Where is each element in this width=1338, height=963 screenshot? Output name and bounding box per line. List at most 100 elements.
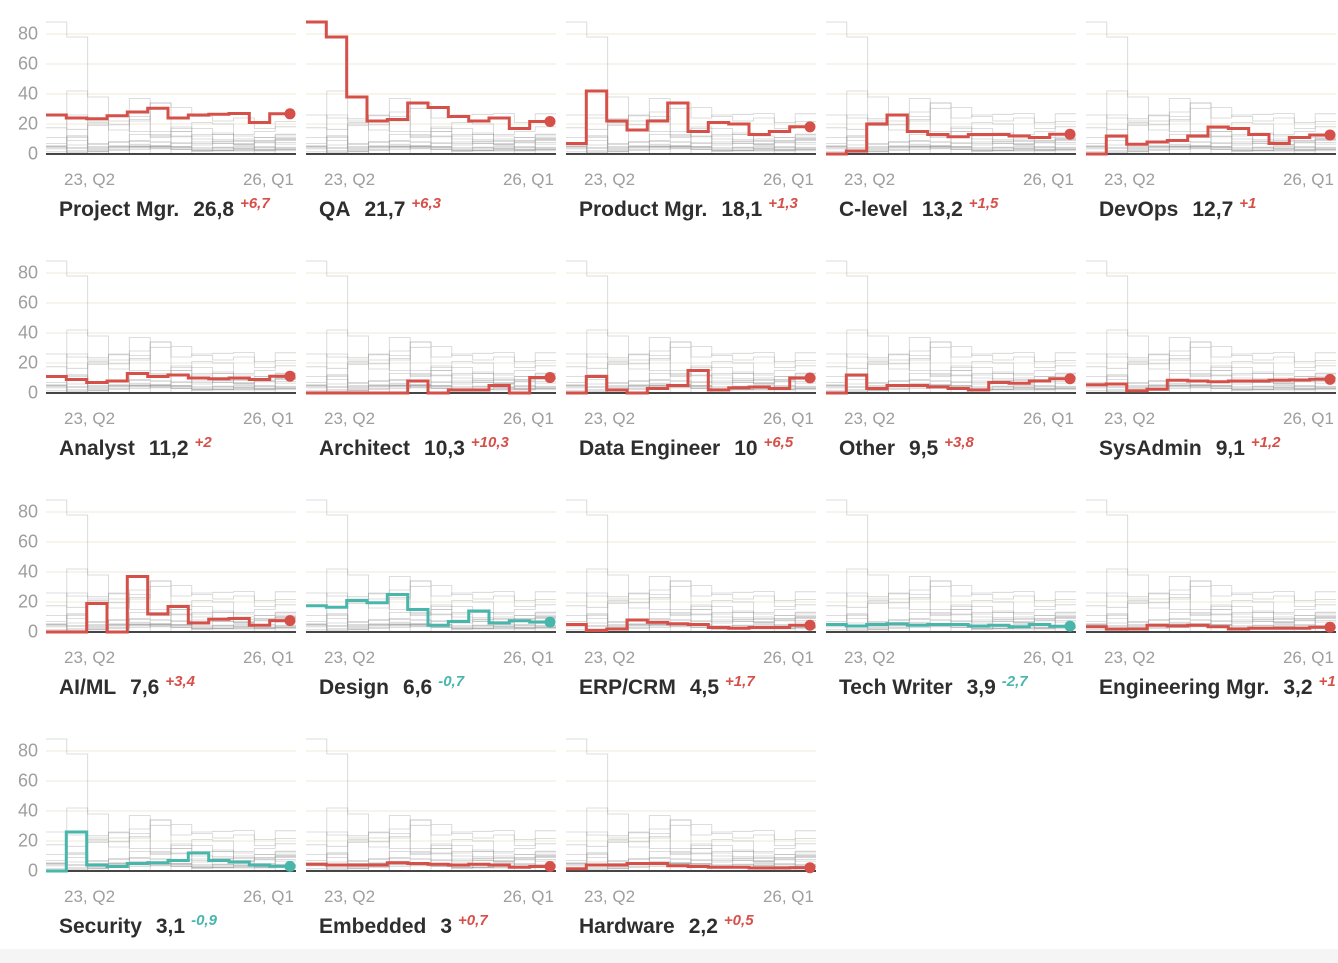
series-value: 6,6 bbox=[403, 676, 433, 699]
series-delta: -0,7 bbox=[438, 673, 465, 690]
series-value: 12,7 bbox=[1192, 198, 1234, 221]
sparkline-chart bbox=[46, 738, 296, 873]
x-tick-label-end: 26, Q1 bbox=[1282, 648, 1334, 667]
highlighted-series-line bbox=[1086, 623, 1330, 631]
highlighted-series-line bbox=[46, 372, 290, 384]
sparkline-chart bbox=[1086, 499, 1336, 633]
series-value: 26,8 bbox=[193, 198, 235, 221]
series-name: Project Mgr. bbox=[59, 198, 180, 221]
series-end-dot bbox=[284, 370, 296, 382]
x-tick-label-end: 26, Q1 bbox=[242, 409, 294, 428]
series-value: 3,9 bbox=[966, 676, 996, 699]
series-end-dot bbox=[804, 121, 816, 133]
series-name: QA bbox=[319, 198, 351, 221]
highlighted-series-line bbox=[566, 369, 810, 395]
x-tick-label-end: 26, Q1 bbox=[1282, 409, 1334, 428]
y-tick-label: 20 bbox=[17, 113, 38, 134]
x-axis-labels: 23, Q2 26, Q1 bbox=[826, 168, 1076, 194]
series-delta: +0,7 bbox=[458, 912, 488, 929]
series-name: ERP/CRM bbox=[579, 676, 676, 699]
series-name: Data Engineer bbox=[579, 437, 721, 460]
panel-title: Product Mgr. 18,1 +1,3 bbox=[566, 194, 816, 222]
chart-panel: 0 20 40 60 80 23, Q2 26, Q1 Security 3,1 -0,9 bbox=[8, 735, 296, 939]
sparkline-chart bbox=[46, 21, 296, 155]
y-tick-label: 40 bbox=[17, 83, 38, 104]
highlighted-series-line bbox=[306, 861, 550, 869]
y-tick-label: 0 bbox=[27, 860, 38, 881]
x-tick-label-end: 26, Q1 bbox=[1022, 170, 1074, 189]
x-tick-label-start: 23, Q2 bbox=[844, 409, 896, 428]
series-value: 21,7 bbox=[364, 198, 406, 221]
series-end-dot bbox=[1324, 129, 1336, 141]
series-delta: +3,4 bbox=[165, 673, 195, 690]
highlighted-series-line bbox=[306, 376, 550, 395]
x-tick-label-start: 23, Q2 bbox=[324, 648, 376, 667]
chart-panel: 23, Q2 26, Q1 Other 9,5 +3,8 bbox=[826, 257, 1076, 461]
series-value: 3,2 bbox=[1283, 676, 1313, 699]
series-name: Security bbox=[59, 915, 142, 938]
series-delta: +6,5 bbox=[763, 434, 794, 451]
x-axis-labels: 23, Q2 26, Q1 bbox=[1086, 407, 1336, 433]
series-end-dot bbox=[284, 108, 296, 120]
series-end-dot bbox=[544, 115, 556, 127]
chart-panel: 23, Q2 26, Q1 ERP/CRM 4,5 +1,7 bbox=[566, 496, 816, 700]
chart-panel: 23, Q2 26, Q1 Engineering Mgr. 3,2 +1 bbox=[1086, 496, 1336, 700]
series-delta: +0,5 bbox=[723, 912, 754, 929]
x-axis-labels: 23, Q2 26, Q1 bbox=[46, 168, 296, 194]
series-end-dot bbox=[1324, 373, 1336, 385]
highlighted-series-line bbox=[566, 618, 810, 632]
x-axis-labels: 23, Q2 26, Q1 bbox=[306, 646, 556, 672]
x-axis-labels: 23, Q2 26, Q1 bbox=[306, 407, 556, 433]
series-end-dot bbox=[1064, 128, 1076, 140]
x-tick-label-start: 23, Q2 bbox=[584, 887, 636, 906]
series-value: 9,5 bbox=[909, 437, 939, 460]
sparkline-chart bbox=[566, 260, 816, 395]
y-tick-label: 80 bbox=[17, 262, 38, 283]
series-end-dot bbox=[544, 372, 556, 384]
x-tick-label-end: 26, Q1 bbox=[502, 170, 554, 189]
series-value: 10 bbox=[734, 437, 758, 460]
x-tick-label-end: 26, Q1 bbox=[1022, 409, 1074, 428]
y-axis-labels: 0 20 40 60 80 bbox=[8, 735, 46, 885]
series-name: Hardware bbox=[579, 915, 675, 938]
chart-panel: 23, Q2 26, Q1 DevOps 12,7 +1 bbox=[1086, 18, 1336, 222]
series-end-dot bbox=[284, 615, 296, 627]
series-delta: +6,3 bbox=[411, 195, 441, 212]
series-delta: +1,7 bbox=[725, 673, 755, 690]
x-tick-label-end: 26, Q1 bbox=[242, 170, 294, 189]
panel-title: AI/ML 7,6 +3,4 bbox=[46, 672, 296, 700]
series-delta: +1 bbox=[1318, 673, 1336, 690]
footer-band bbox=[0, 949, 1338, 963]
series-value: 2,2 bbox=[688, 915, 718, 938]
highlighted-series-line bbox=[46, 830, 290, 873]
chart-panel: 23, Q2 26, Q1 Hardware 2,2 +0,5 bbox=[566, 735, 816, 939]
sparkline-chart bbox=[566, 499, 816, 633]
x-tick-label-start: 23, Q2 bbox=[324, 887, 376, 906]
series-value: 18,1 bbox=[721, 198, 763, 221]
sparkline-chart bbox=[566, 21, 816, 155]
x-axis-labels: 23, Q2 26, Q1 bbox=[826, 646, 1076, 672]
chart-panel: 0 20 40 60 80 23, Q2 26, Q1 Analyst 11,2 +2 bbox=[8, 257, 296, 461]
sparkline-chart bbox=[1086, 21, 1336, 156]
y-axis-labels: 0 20 40 60 80 bbox=[8, 496, 46, 646]
series-name: C-level bbox=[839, 198, 908, 221]
x-axis-labels: 23, Q2 26, Q1 bbox=[46, 646, 296, 672]
charts-grid: 0 20 40 60 80 23, Q2 26, Q1 Project Mgr. 26,8 +6,… bbox=[8, 18, 1336, 939]
sparkline-chart bbox=[46, 260, 296, 394]
x-axis-labels: 23, Q2 26, Q1 bbox=[566, 407, 816, 433]
series-delta: -2,7 bbox=[1001, 673, 1028, 690]
y-tick-label: 0 bbox=[27, 382, 38, 403]
series-value: 9,1 bbox=[1215, 437, 1245, 460]
sparkline-chart bbox=[306, 499, 556, 633]
x-tick-label-end: 26, Q1 bbox=[762, 648, 814, 667]
series-name: DevOps bbox=[1099, 198, 1179, 221]
x-axis-labels: 23, Q2 26, Q1 bbox=[46, 407, 296, 433]
series-name: SysAdmin bbox=[1099, 437, 1202, 460]
y-tick-label: 60 bbox=[17, 292, 38, 313]
panel-title: SysAdmin 9,1 +1,2 bbox=[1086, 433, 1336, 461]
series-name: Embedded bbox=[319, 915, 427, 938]
series-delta: +3,8 bbox=[944, 434, 974, 451]
panel-title: Data Engineer 10 +6,5 bbox=[566, 433, 816, 461]
sparkline-chart bbox=[1086, 260, 1336, 394]
sparkline-chart bbox=[826, 499, 1076, 633]
